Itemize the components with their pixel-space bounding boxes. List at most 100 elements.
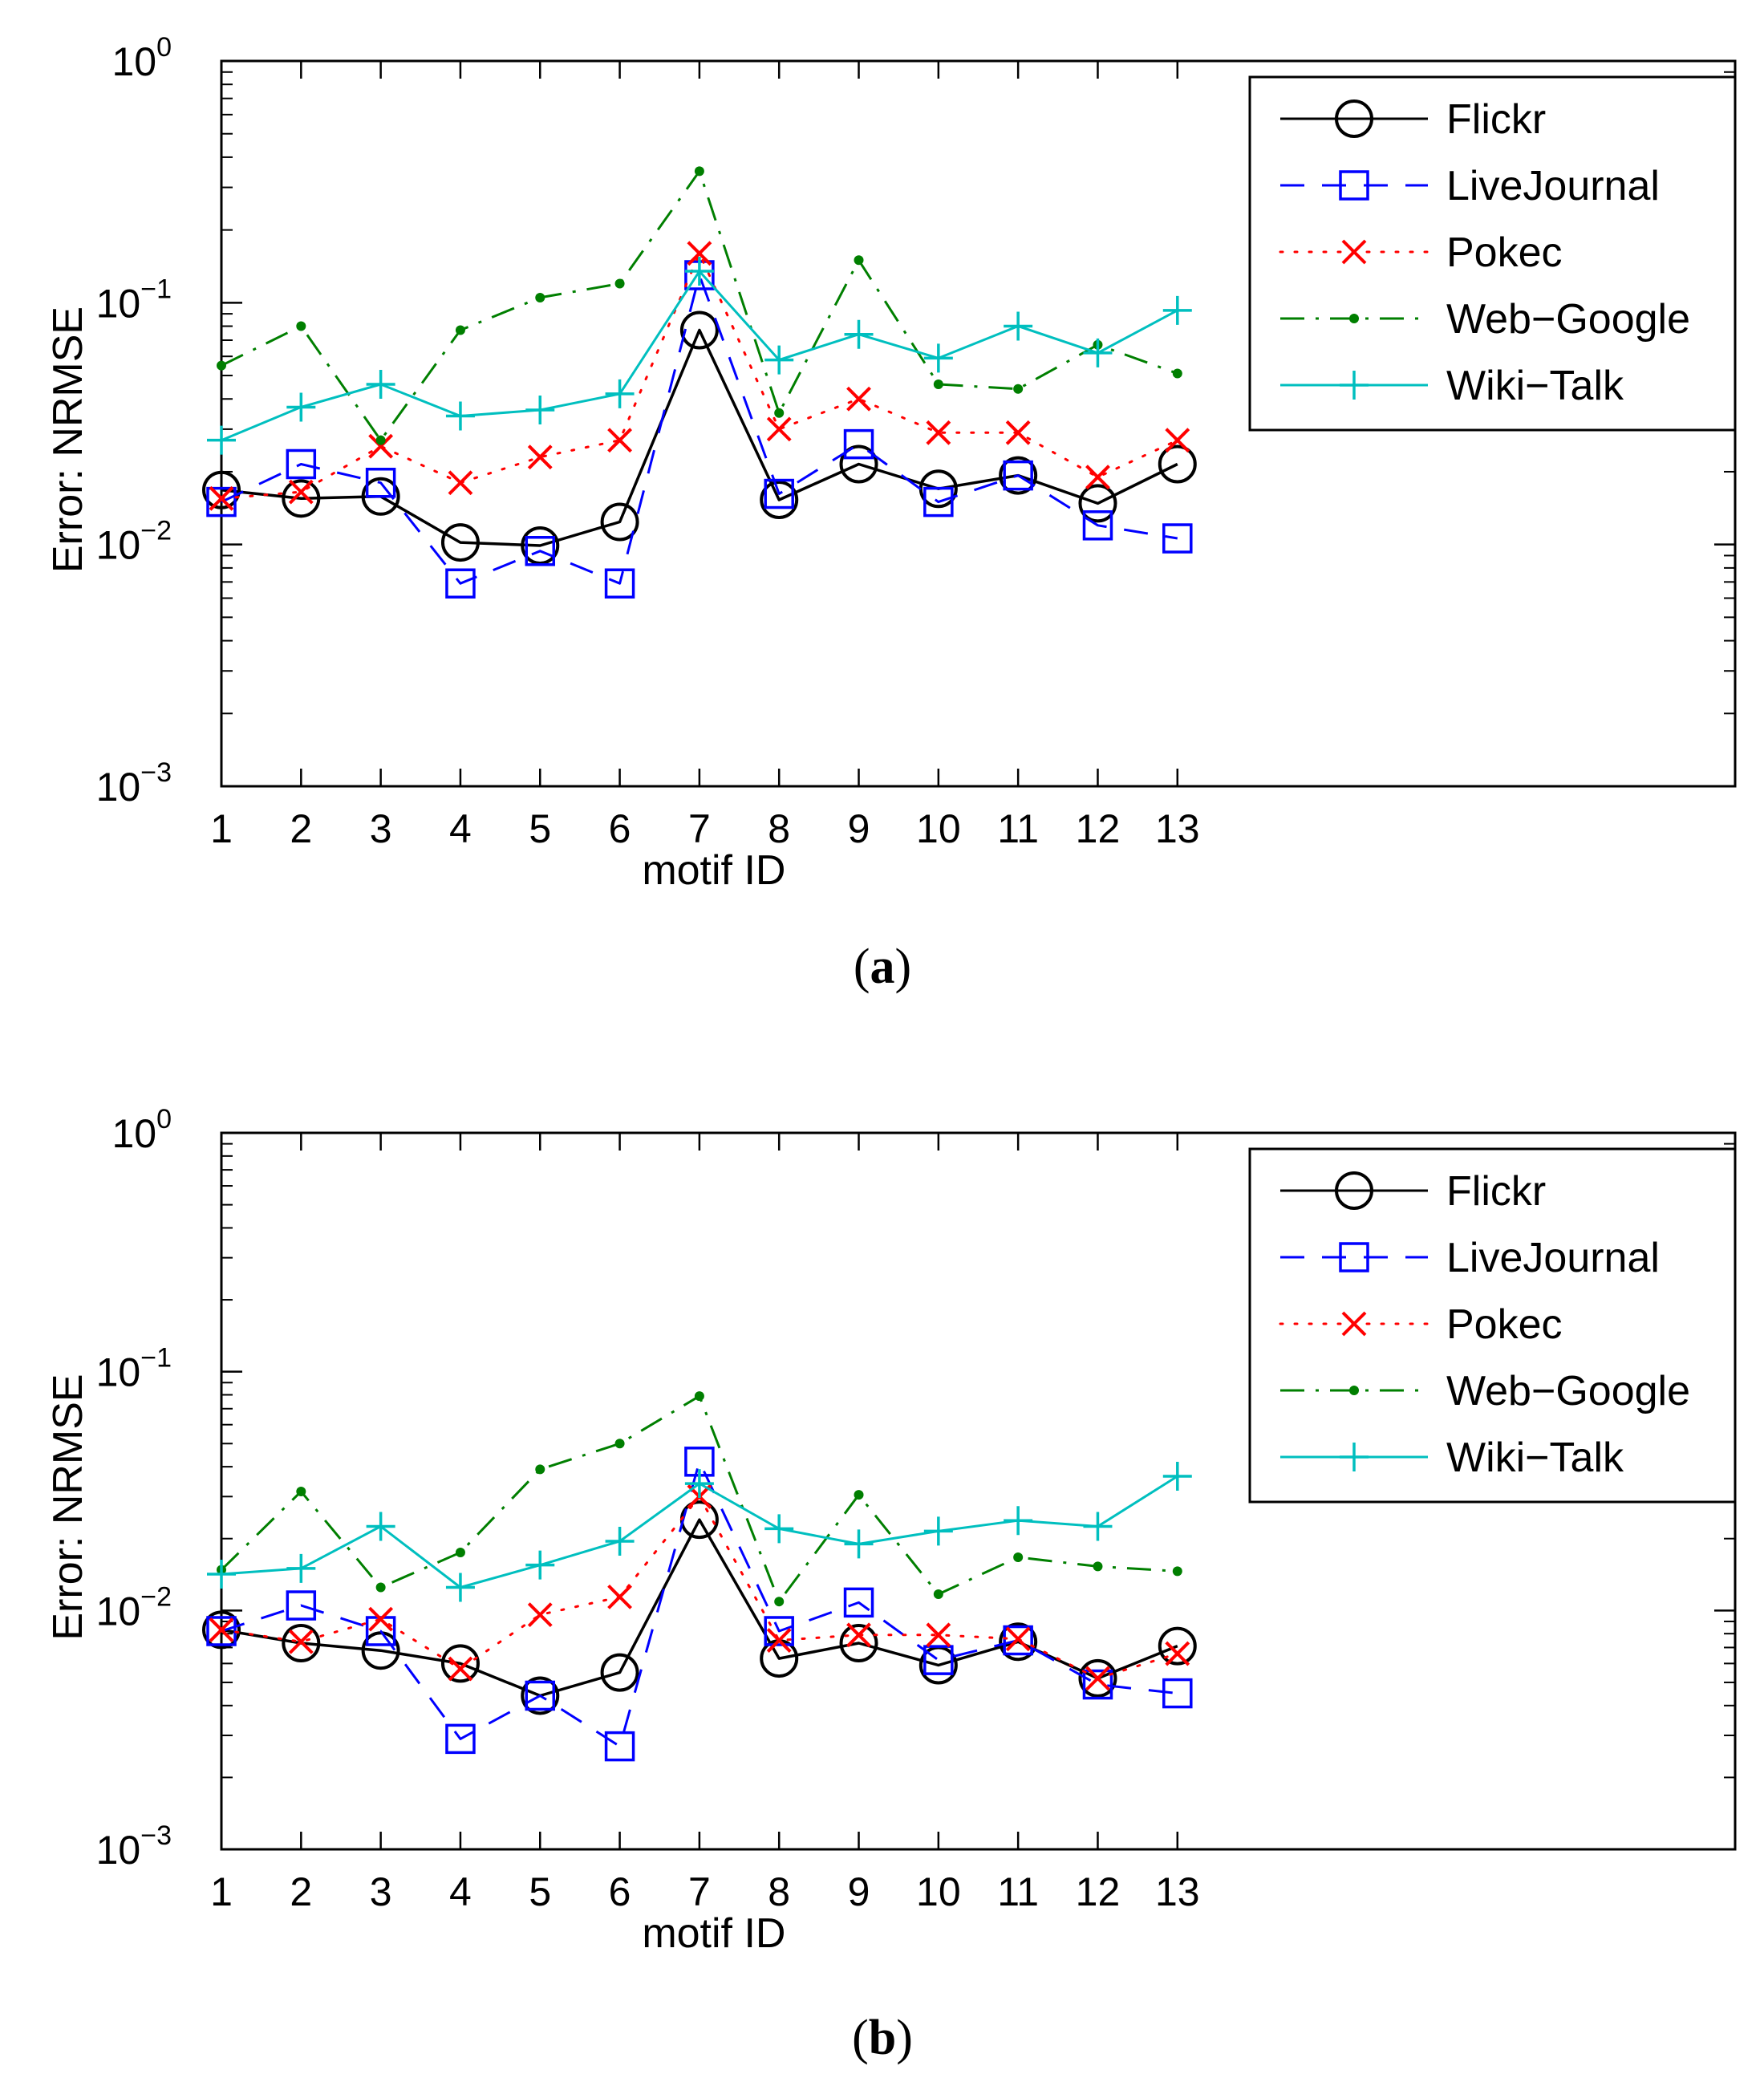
data-point	[527, 1602, 553, 1628]
x-tick-label: 9	[848, 1869, 870, 1914]
data-point	[1005, 420, 1031, 445]
data-point	[286, 392, 316, 422]
x-tick-label: 10	[916, 806, 961, 851]
x-tick-label: 1	[210, 806, 233, 851]
data-point	[766, 416, 792, 442]
data-point	[1005, 1626, 1031, 1652]
data-point	[445, 1573, 475, 1602]
data-point	[1078, 1658, 1117, 1698]
data-point	[375, 435, 386, 445]
legend-entry: LiveJournal	[1280, 163, 1660, 209]
data-point	[366, 1512, 395, 1541]
y-axis-label: Error: NRMSE	[45, 1374, 91, 1640]
y-axis: 10−3 10−2 10−1 100	[96, 1104, 1735, 1873]
x-tick-label: 8	[768, 806, 790, 851]
data-point	[604, 568, 635, 599]
panel-caption: (b)	[852, 2011, 913, 2065]
data-point	[535, 292, 545, 302]
x-axis: 1 2 3 4 5 6 7 8 9 10 11 12 13	[210, 61, 1200, 851]
y-tick-label: 10−3	[96, 1820, 172, 1873]
data-point	[521, 1676, 560, 1715]
legend-marker	[1349, 1386, 1359, 1395]
x-tick-label: 3	[370, 1869, 392, 1914]
legend-label: Web−Google	[1446, 296, 1690, 343]
data-point	[206, 486, 237, 517]
data-point	[1083, 1512, 1113, 1541]
data-point	[1003, 460, 1033, 491]
y-tick-label: 100	[112, 1104, 172, 1156]
legend-marker	[1341, 1311, 1367, 1337]
y-tick-label: 10−1	[96, 1343, 172, 1395]
data-point	[440, 523, 480, 562]
data-point	[843, 428, 874, 460]
series-line	[221, 1460, 1178, 1748]
data-point	[296, 1487, 306, 1497]
legend-marker	[1340, 1443, 1369, 1471]
x-tick-label: 12	[1076, 1869, 1121, 1914]
x-tick-label: 1	[210, 1869, 233, 1914]
legend-entry: Pokec	[1279, 229, 1563, 276]
x-tick-label: 6	[609, 806, 631, 851]
series-livejournal	[206, 260, 1193, 599]
data-point	[684, 257, 714, 286]
data-point	[764, 1514, 794, 1544]
data-point	[1004, 311, 1033, 341]
x-tick-label: 10	[916, 1869, 961, 1914]
data-point	[286, 1590, 317, 1621]
series-line	[221, 274, 1178, 585]
data-point	[1013, 384, 1024, 394]
data-point	[209, 1617, 234, 1642]
data-point	[282, 1624, 321, 1663]
series-webgoogle	[217, 166, 1182, 445]
data-point	[365, 467, 396, 498]
legend-entry: Web−Google	[1280, 1368, 1690, 1414]
data-point	[1165, 428, 1190, 453]
y-tick-label: 10−1	[96, 274, 172, 326]
data-point	[607, 428, 632, 453]
data-point	[1093, 1561, 1103, 1572]
data-point	[375, 1582, 386, 1593]
series-webgoogle	[217, 1391, 1182, 1607]
series-line	[221, 1518, 1178, 1698]
x-tick-label: 7	[688, 806, 711, 851]
data-point	[525, 536, 556, 566]
data-point	[684, 1469, 714, 1499]
data-point	[1158, 444, 1197, 484]
data-point	[525, 396, 555, 425]
series-wikitalk	[207, 257, 1192, 455]
y-tick-label: 100	[112, 32, 172, 84]
data-point	[1085, 465, 1110, 490]
data-point	[368, 1606, 394, 1632]
data-point	[217, 360, 226, 371]
data-point	[296, 321, 306, 331]
data-point	[1158, 1626, 1197, 1666]
data-point	[521, 526, 560, 565]
legend-label: LiveJournal	[1446, 163, 1660, 209]
data-point	[614, 1439, 625, 1449]
legend-marker	[1335, 1171, 1373, 1210]
legend-box	[1248, 75, 1737, 432]
legend-marker	[1339, 170, 1369, 201]
data-point	[607, 1584, 632, 1609]
data-point	[366, 369, 395, 399]
y-tick-label: 10−3	[96, 757, 172, 810]
data-point	[368, 433, 394, 459]
x-tick-label: 5	[529, 806, 551, 851]
data-point	[839, 1624, 878, 1663]
data-point	[207, 1560, 236, 1589]
series-wikitalk	[207, 1461, 1192, 1602]
data-point	[923, 1645, 954, 1675]
data-point	[774, 408, 785, 418]
data-point	[1083, 338, 1113, 367]
y-tick-label: 10−2	[96, 1581, 172, 1634]
legend-entry: Wiki−Talk	[1280, 363, 1624, 409]
data-point	[854, 1490, 864, 1500]
x-tick-label: 7	[688, 1869, 711, 1914]
y-axis-label: Error: NRMSE	[45, 306, 91, 573]
legend-entry: Flickr	[1280, 1168, 1546, 1215]
legend-box	[1248, 1147, 1737, 1504]
data-point	[1172, 1566, 1182, 1577]
legend-marker	[1335, 99, 1373, 138]
data-point	[923, 486, 954, 517]
